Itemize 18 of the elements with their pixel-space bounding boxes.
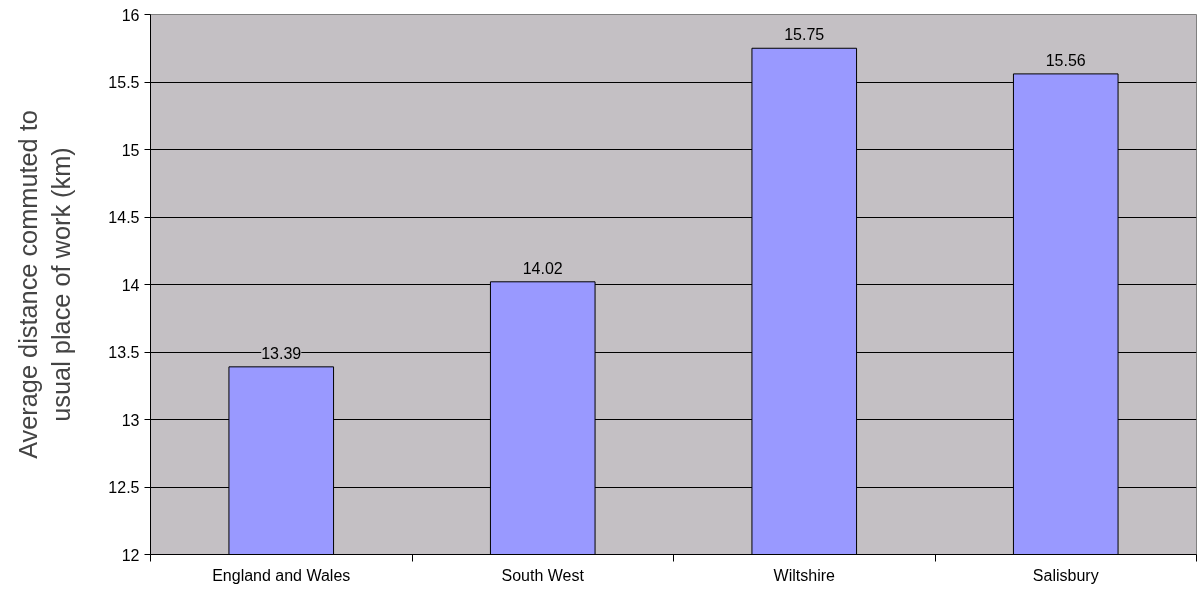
y-tick-label: 15.5 (108, 74, 140, 91)
x-tick-label: South West (501, 566, 585, 584)
data-label: 15.56 (1045, 51, 1086, 69)
y-tick-label: 13.5 (108, 344, 140, 361)
y-tick-label: 12 (121, 546, 140, 564)
y-tick-label: 16 (121, 6, 140, 24)
y-tick-label: 15 (121, 141, 140, 159)
data-label: 14.02 (522, 259, 563, 277)
x-tick-label: Salisbury (1032, 566, 1099, 584)
y-tick-label: 13 (121, 411, 140, 429)
y-tick-label: 14.5 (108, 209, 140, 226)
y-tick-label: 14 (121, 276, 140, 294)
x-tick-label: Wiltshire (773, 566, 836, 584)
data-label: 15.75 (784, 26, 825, 44)
y-tick-label: 12.5 (108, 479, 140, 496)
data-label: 13.39 (261, 344, 302, 362)
x-tick-label: England and Wales (212, 566, 351, 584)
y-axis-title: Average distance commuted to usual place of work (km) (13, 110, 76, 459)
